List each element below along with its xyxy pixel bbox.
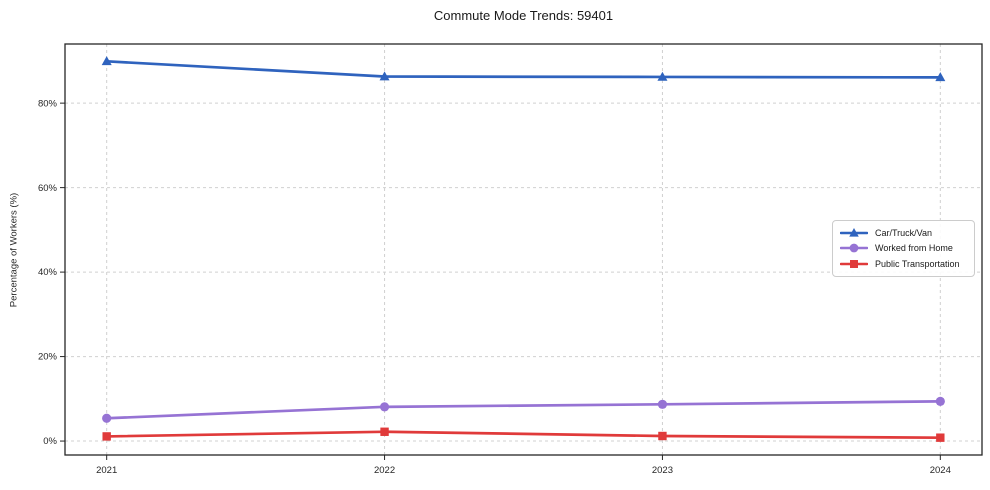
data-point-marker	[849, 227, 859, 237]
x-tick-label: 2022	[374, 465, 395, 476]
legend-label-worked-from-home: Worked from Home	[875, 243, 953, 254]
data-point-marker	[935, 72, 946, 82]
axis-ticks	[60, 102, 941, 460]
plot-border	[64, 43, 983, 456]
y-tick-label: 0%	[43, 436, 57, 447]
data-point-marker	[935, 396, 945, 406]
x-tick-label: 2021	[96, 465, 117, 476]
legend-line-triangle-icon	[840, 227, 868, 237]
legend: Car/Truck/Van Worked from Home Public Tr…	[832, 220, 975, 277]
series-public-transportation	[102, 427, 945, 442]
y-tick-label: 80%	[38, 98, 58, 109]
x-tick-label: 2023	[652, 465, 673, 476]
data-point-marker	[849, 244, 859, 253]
data-point-marker	[379, 71, 390, 81]
y-tick-label: 60%	[38, 183, 58, 194]
axis-tick-labels: 0% 20% 40% 60% 80% 2021 2022 2023 2024	[38, 98, 951, 476]
series-line	[105, 430, 942, 440]
series-line	[105, 59, 942, 79]
legend-entry-worked-from-home: Worked from Home	[840, 242, 967, 254]
x-tick-label: 2024	[930, 465, 951, 476]
legend-line-circle-icon	[840, 244, 868, 253]
data-point-marker	[102, 413, 112, 423]
data-point-marker	[380, 427, 389, 436]
data-point-marker	[850, 260, 858, 269]
y-tick-label: 20%	[38, 352, 58, 363]
legend-entry-car-truck-van: Car/Truck/Van	[840, 227, 967, 239]
data-point-marker	[101, 56, 112, 66]
data-point-marker	[936, 433, 945, 442]
legend-entry-public-transportation: Public Transportation	[840, 258, 967, 270]
legend-label-car-truck-van: Car/Truck/Van	[875, 227, 933, 238]
data-point-marker	[379, 402, 390, 412]
series-car-truck-van	[101, 56, 946, 82]
series-line	[105, 400, 942, 420]
data-point-marker	[102, 432, 111, 441]
data-point-marker	[657, 71, 668, 81]
legend-line-square-icon	[840, 260, 868, 269]
legend-label-public-transportation: Public Transportation	[875, 259, 960, 270]
y-tick-label: 40%	[38, 267, 58, 278]
data-point-marker	[658, 431, 667, 441]
chart-title: Commute Mode Trends: 59401	[433, 8, 614, 23]
series-worked-from-home	[102, 396, 945, 423]
data-point-marker	[657, 399, 668, 409]
